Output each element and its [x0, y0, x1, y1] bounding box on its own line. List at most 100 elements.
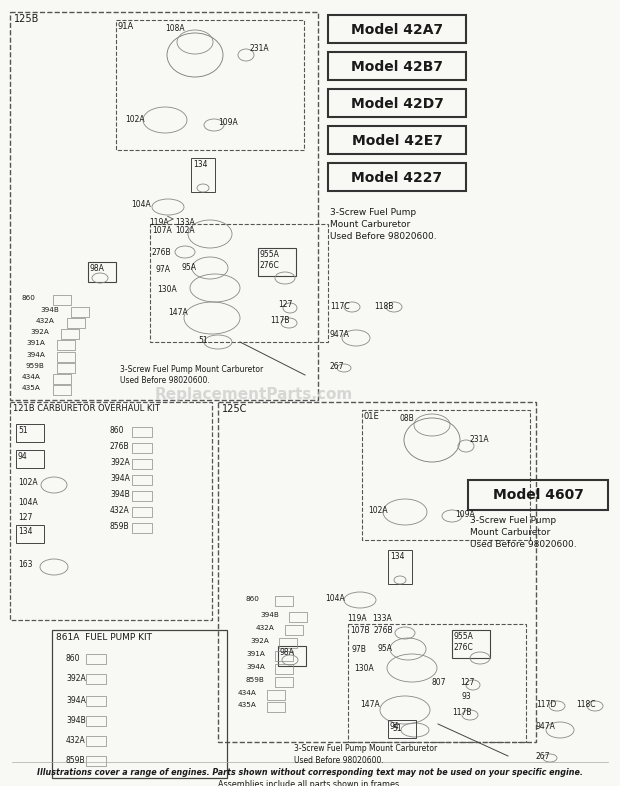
Text: 94: 94	[18, 452, 28, 461]
Text: 432A: 432A	[36, 318, 55, 324]
Text: 955A: 955A	[454, 632, 474, 641]
Bar	[86, 674, 106, 684]
Text: 435A: 435A	[238, 702, 257, 708]
Text: 394B: 394B	[260, 612, 279, 618]
Bar	[132, 459, 152, 469]
Text: 102A: 102A	[368, 506, 388, 515]
Bar	[275, 596, 293, 606]
Bar	[52, 630, 227, 778]
Text: Used Before 98020600.: Used Before 98020600.	[330, 232, 436, 241]
Text: 3-Screw Fuel Pump Mount Carburetor: 3-Screw Fuel Pump Mount Carburetor	[294, 744, 437, 753]
Bar	[388, 720, 416, 738]
Text: Used Before 98020600.: Used Before 98020600.	[470, 540, 577, 549]
Text: 102A: 102A	[18, 478, 38, 487]
Text: Used Before 98020600.: Used Before 98020600.	[294, 756, 384, 765]
Text: 104A: 104A	[325, 594, 345, 603]
Bar	[132, 427, 152, 437]
Text: 118C: 118C	[576, 700, 595, 709]
Text: 117D: 117D	[536, 700, 556, 709]
Bar	[328, 163, 466, 191]
Bar	[57, 340, 75, 350]
Bar	[132, 507, 152, 517]
Bar	[86, 716, 106, 726]
Text: 432A: 432A	[110, 506, 130, 515]
Text: 947A: 947A	[330, 330, 350, 339]
Text: Model 42D7: Model 42D7	[350, 97, 443, 111]
Text: 130A: 130A	[354, 664, 374, 673]
Text: 394B: 394B	[66, 716, 86, 725]
Text: 93: 93	[462, 692, 472, 701]
Text: 95A: 95A	[377, 644, 392, 653]
Text: 3-Screw Fuel Pump: 3-Screw Fuel Pump	[470, 516, 556, 525]
Text: 51: 51	[198, 336, 208, 345]
Bar	[275, 664, 293, 674]
Text: 947A: 947A	[536, 722, 556, 731]
Bar	[71, 307, 89, 317]
Text: 08B: 08B	[400, 414, 415, 423]
Text: 276B: 276B	[152, 248, 172, 257]
Text: 104A: 104A	[131, 200, 151, 209]
Bar	[116, 20, 304, 150]
Bar	[278, 646, 306, 666]
Bar	[218, 402, 536, 742]
Text: Used Before 98020600.: Used Before 98020600.	[120, 376, 210, 385]
Bar	[86, 696, 106, 706]
Text: 127: 127	[18, 513, 32, 522]
Text: 147A: 147A	[168, 308, 188, 317]
Bar	[53, 374, 71, 384]
Text: 859B: 859B	[110, 522, 130, 531]
Bar	[328, 89, 466, 117]
Bar	[86, 654, 106, 664]
Text: 119A: 119A	[347, 614, 366, 623]
Bar	[285, 625, 303, 635]
Text: 955A: 955A	[260, 250, 280, 259]
Text: 231A: 231A	[470, 435, 490, 444]
Text: 231A: 231A	[250, 44, 270, 53]
Text: 276B: 276B	[374, 626, 394, 635]
Text: 104A: 104A	[18, 498, 38, 507]
Bar	[57, 363, 75, 373]
Text: 102A: 102A	[125, 115, 144, 124]
Text: 394B: 394B	[110, 490, 130, 499]
Text: 94: 94	[390, 722, 400, 731]
Text: 392A: 392A	[250, 638, 269, 644]
Text: 276C: 276C	[454, 643, 474, 652]
Text: Model 42E7: Model 42E7	[352, 134, 443, 148]
Text: 125B: 125B	[14, 14, 40, 24]
Bar	[348, 624, 526, 742]
Bar	[132, 523, 152, 533]
Text: 109A: 109A	[218, 118, 237, 127]
Text: Model 42A7: Model 42A7	[351, 23, 443, 37]
Text: 267: 267	[330, 362, 345, 371]
Text: Model 4227: Model 4227	[352, 171, 443, 185]
Text: 01E: 01E	[364, 412, 379, 421]
Bar	[86, 736, 106, 746]
Bar	[279, 638, 297, 648]
Bar	[10, 12, 318, 400]
Text: 959B: 959B	[26, 363, 45, 369]
Text: 860: 860	[110, 426, 125, 435]
Bar	[388, 550, 412, 584]
Text: 102A: 102A	[175, 226, 195, 235]
Text: 432A: 432A	[66, 736, 86, 745]
Text: 107A: 107A	[152, 226, 172, 235]
Bar	[328, 126, 466, 154]
Text: 91A: 91A	[118, 22, 135, 31]
Text: ReplacementParts.com: ReplacementParts.com	[155, 387, 353, 402]
Bar	[150, 224, 328, 342]
Text: 860: 860	[246, 596, 260, 602]
Bar	[328, 15, 466, 43]
Text: Model 42B7: Model 42B7	[351, 60, 443, 74]
Text: 391A: 391A	[26, 340, 45, 346]
Text: 859B: 859B	[246, 677, 265, 683]
Bar	[16, 424, 44, 442]
Text: 267: 267	[536, 752, 551, 761]
Text: 109A: 109A	[455, 510, 475, 519]
Text: 163: 163	[18, 560, 32, 569]
Bar	[468, 480, 608, 510]
Bar	[267, 690, 285, 700]
Text: 133A: 133A	[175, 218, 195, 227]
Text: 394A: 394A	[246, 664, 265, 670]
Text: Assemblies include all parts shown in frames.: Assemblies include all parts shown in fr…	[218, 780, 402, 786]
Text: 434A: 434A	[22, 374, 41, 380]
